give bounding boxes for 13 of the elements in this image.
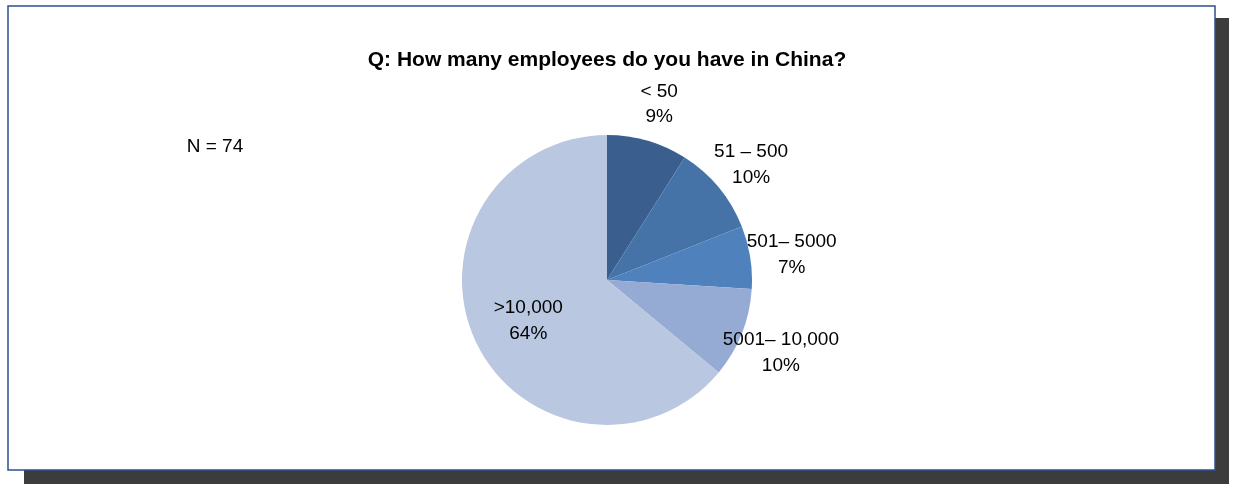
data-label: 64% — [509, 321, 548, 343]
slice-label: 51 – 500 — [714, 140, 789, 161]
slice-label: < 50 — [640, 79, 678, 101]
slice-label: >10,000 — [493, 296, 563, 318]
chart-title: Q: How many employees do you have in China? — [367, 47, 847, 70]
data-label: 9% — [645, 105, 673, 127]
data-label: 7% — [777, 255, 806, 277]
data-label: 10% — [732, 165, 771, 187]
text: N = 74 — [186, 135, 244, 156]
slice-label: 5001– 10,000 — [722, 328, 839, 350]
pie-slice — [607, 135, 685, 280]
slice-label: 501– 5000 — [746, 229, 837, 251]
data-label: 10% — [761, 353, 800, 375]
